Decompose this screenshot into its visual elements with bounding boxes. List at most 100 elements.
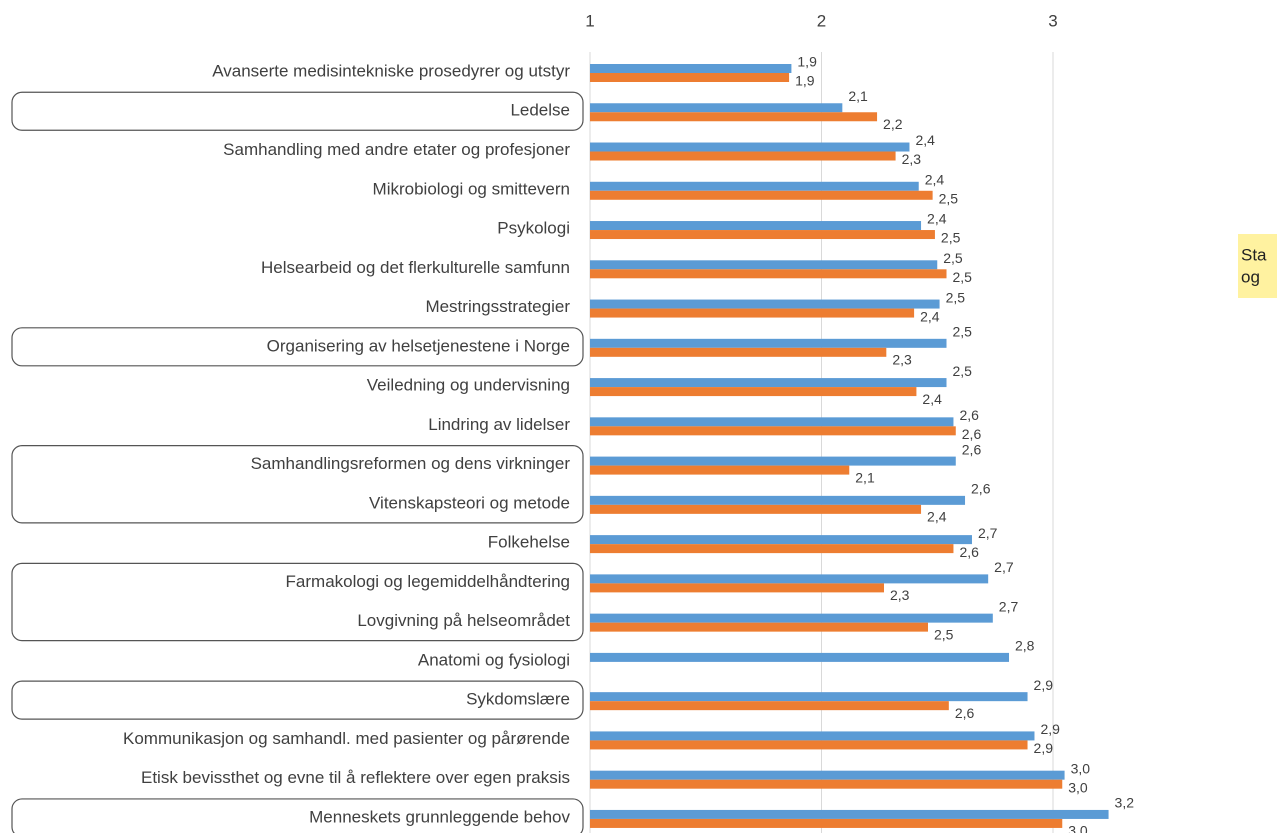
- value-label: 3,0: [1068, 823, 1088, 833]
- value-label: 3,0: [1068, 779, 1088, 795]
- value-label: 2,4: [922, 391, 942, 407]
- y-tick-label: Lovgivning på helseområdet: [357, 611, 570, 630]
- value-label: 3,0: [1071, 760, 1091, 776]
- bar: [590, 112, 878, 122]
- bar: [590, 504, 922, 514]
- bar: [590, 456, 956, 466]
- bar: [590, 701, 949, 711]
- y-tick-label: Psykologi: [497, 219, 570, 238]
- value-label: 2,5: [941, 230, 961, 246]
- y-tick-label: Sykdomslære: [466, 690, 570, 709]
- note-text: Sta: [1241, 245, 1267, 264]
- bar: [590, 347, 887, 357]
- bar: [590, 103, 843, 113]
- value-label: 2,6: [959, 544, 979, 560]
- bar: [590, 574, 989, 584]
- y-tick-label: Vitenskapsteori og metode: [369, 493, 570, 512]
- value-label: 2,4: [920, 308, 940, 324]
- y-tick-label: Menneskets grunnleggende behov: [309, 807, 570, 826]
- y-tick-label: Anatomi og fysiologi: [418, 650, 570, 669]
- value-label: 2,6: [971, 481, 991, 497]
- value-label: 2,9: [1034, 677, 1054, 693]
- x-tick-label: 3: [1048, 11, 1057, 30]
- bar: [590, 142, 910, 152]
- x-tick-label: 2: [817, 11, 826, 30]
- bar: [590, 692, 1028, 702]
- y-tick-label: Mikrobiologi og smittevern: [373, 179, 570, 198]
- value-label: 2,6: [955, 705, 975, 721]
- highlight-box: [11, 327, 584, 367]
- value-label: 2,8: [1015, 638, 1035, 654]
- bar: [590, 299, 940, 309]
- note-text: og: [1241, 267, 1260, 286]
- bar: [590, 652, 1010, 662]
- y-tick-label: Samhandlingsreformen og dens virkninger: [251, 454, 571, 473]
- note: Sta og: [1238, 234, 1277, 298]
- value-label: 1,9: [795, 73, 815, 89]
- bar: [590, 583, 885, 593]
- value-label: 2,4: [927, 211, 947, 227]
- bar: [590, 426, 956, 436]
- value-label: 2,5: [946, 289, 966, 305]
- y-tick-label: Helsearbeid og det flerkulturelle samfun…: [261, 258, 570, 277]
- value-label: 2,1: [848, 88, 868, 104]
- y-tick-label: Veiledning og undervisning: [367, 376, 570, 395]
- bar: [590, 770, 1065, 780]
- bar: [590, 190, 933, 200]
- value-label: 2,9: [1040, 721, 1060, 737]
- value-label: 2,4: [915, 132, 935, 148]
- value-label: 2,7: [999, 598, 1019, 614]
- value-label: 2,6: [959, 407, 979, 423]
- value-label: 2,5: [953, 269, 973, 285]
- y-tick-label: Etisk bevissthet og evne til å reflekter…: [141, 768, 570, 787]
- bar: [590, 740, 1028, 750]
- bar: [590, 73, 790, 82]
- bar: [590, 495, 966, 505]
- highlight-box: [11, 91, 584, 131]
- value-label: 2,6: [962, 441, 982, 457]
- bar: [590, 221, 922, 231]
- highlight-box: [11, 680, 584, 720]
- value-label: 2,5: [953, 324, 973, 340]
- value-label: 2,4: [925, 171, 945, 187]
- y-tick-label: Kommunikasjon og samhandl. med pasienter…: [123, 729, 570, 748]
- value-label: 2,4: [927, 509, 947, 525]
- bar: [590, 151, 896, 161]
- value-label: 2,5: [934, 626, 954, 642]
- bar: [590, 818, 1063, 828]
- value-label: 2,5: [943, 250, 963, 266]
- bar: [590, 535, 972, 545]
- value-label: 2,3: [892, 352, 912, 368]
- y-tick-label: Lindring av lidelser: [428, 415, 570, 434]
- bar: [590, 181, 919, 191]
- bar: [590, 64, 792, 73]
- bar: [590, 417, 954, 427]
- y-tick-label: Samhandling med andre etater og profesjo…: [223, 140, 570, 159]
- bar: [590, 308, 915, 318]
- value-label: 2,2: [883, 116, 903, 132]
- note-box: [1238, 234, 1277, 298]
- value-label: 2,3: [902, 151, 922, 167]
- bar: [590, 230, 935, 240]
- bar: [590, 779, 1063, 789]
- bar: [590, 544, 954, 554]
- bar: [590, 269, 947, 279]
- bar: [590, 378, 947, 388]
- highlight-box: [11, 798, 584, 833]
- y-tick-label: Farmakologi og legemiddelhåndtering: [286, 572, 570, 591]
- bar: [590, 260, 938, 270]
- highlight-box: [11, 445, 584, 524]
- bar: [590, 338, 947, 348]
- bar: [590, 622, 928, 632]
- bar: [590, 465, 850, 475]
- y-tick-label: Organisering av helsetjenestene i Norge: [267, 336, 570, 355]
- y-tick-label: Avanserte medisintekniske prosedyrer og …: [212, 61, 570, 80]
- value-label: 2,5: [953, 363, 973, 379]
- value-label: 2,1: [855, 469, 875, 485]
- value-label: 2,3: [890, 587, 910, 603]
- y-tick-label: Folkehelse: [488, 533, 570, 552]
- bar: [590, 613, 993, 623]
- value-label: 3,2: [1115, 795, 1135, 811]
- y-tick-label: Mestringsstrategier: [425, 297, 570, 316]
